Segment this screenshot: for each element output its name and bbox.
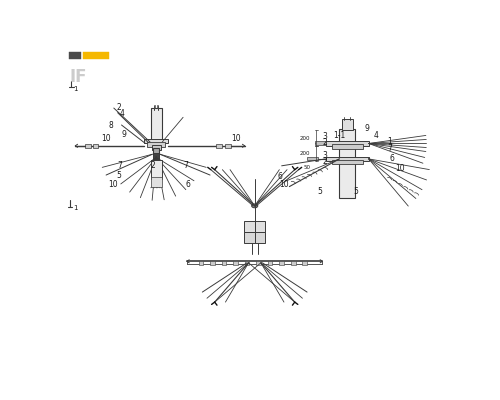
Bar [244,232,254,243]
Bar [153,148,159,154]
Text: 7: 7 [387,144,392,153]
Bar [216,144,222,148]
Bar [233,260,238,265]
Text: 5: 5 [318,188,322,196]
Bar [83,52,109,59]
Bar [93,144,98,148]
Bar [307,156,318,160]
Text: 200: 200 [300,136,310,140]
Bar [222,260,226,265]
Text: 200: 200 [300,151,310,156]
Text: 5: 5 [354,188,358,196]
Text: 4: 4 [120,109,125,118]
Circle shape [258,225,262,228]
Text: 7: 7 [118,160,122,170]
Text: 7: 7 [183,160,188,170]
Bar [244,221,254,232]
Text: 1-1: 1-1 [334,130,345,140]
Bar [157,105,158,108]
Text: 1: 1 [387,137,392,146]
Bar [151,177,162,186]
Bar [254,232,266,243]
Bar [244,260,250,265]
Bar [332,160,362,164]
Bar [291,260,296,265]
Bar [154,105,156,108]
Text: 6: 6 [186,180,190,189]
Text: 10: 10 [100,134,110,143]
Text: IF: IF [70,68,87,86]
Bar [86,144,90,148]
Bar [268,260,272,265]
Circle shape [258,236,262,239]
Bar [332,144,362,149]
Text: 9: 9 [364,124,369,133]
Circle shape [248,225,251,228]
Bar [153,153,159,160]
Bar [342,119,352,130]
Text: 10: 10 [232,134,241,143]
Bar [198,260,203,265]
Bar [151,108,162,140]
Bar [326,141,368,146]
Ellipse shape [252,204,258,208]
Text: 9: 9 [122,130,126,139]
Text: 50: 50 [304,165,310,170]
Bar [315,141,326,145]
Text: 6: 6 [390,154,394,163]
Bar [147,142,166,146]
Text: 8: 8 [108,121,113,130]
Text: 3: 3 [322,132,328,141]
Text: 6: 6 [278,172,282,181]
Bar [256,260,261,265]
Circle shape [248,236,251,239]
Text: 1: 1 [73,205,78,211]
Bar [144,139,169,144]
Text: 10: 10 [395,164,404,173]
Bar [280,260,284,265]
Bar [226,144,231,148]
Bar [69,52,82,59]
Bar [326,156,368,161]
Text: 2: 2 [151,160,156,170]
Bar [340,129,355,198]
Text: 2: 2 [322,158,327,166]
Bar [302,260,307,265]
Bar [151,160,162,179]
Text: 10: 10 [108,180,118,189]
Text: 3: 3 [322,151,328,160]
Text: 4: 4 [374,130,379,140]
Text: 10: 10 [280,180,289,189]
Bar [254,221,266,232]
Text: 2: 2 [322,138,327,147]
Text: 5: 5 [116,170,121,180]
Bar [152,145,161,150]
Text: 1: 1 [73,86,78,92]
Text: 2: 2 [116,103,121,112]
Bar [210,260,214,265]
